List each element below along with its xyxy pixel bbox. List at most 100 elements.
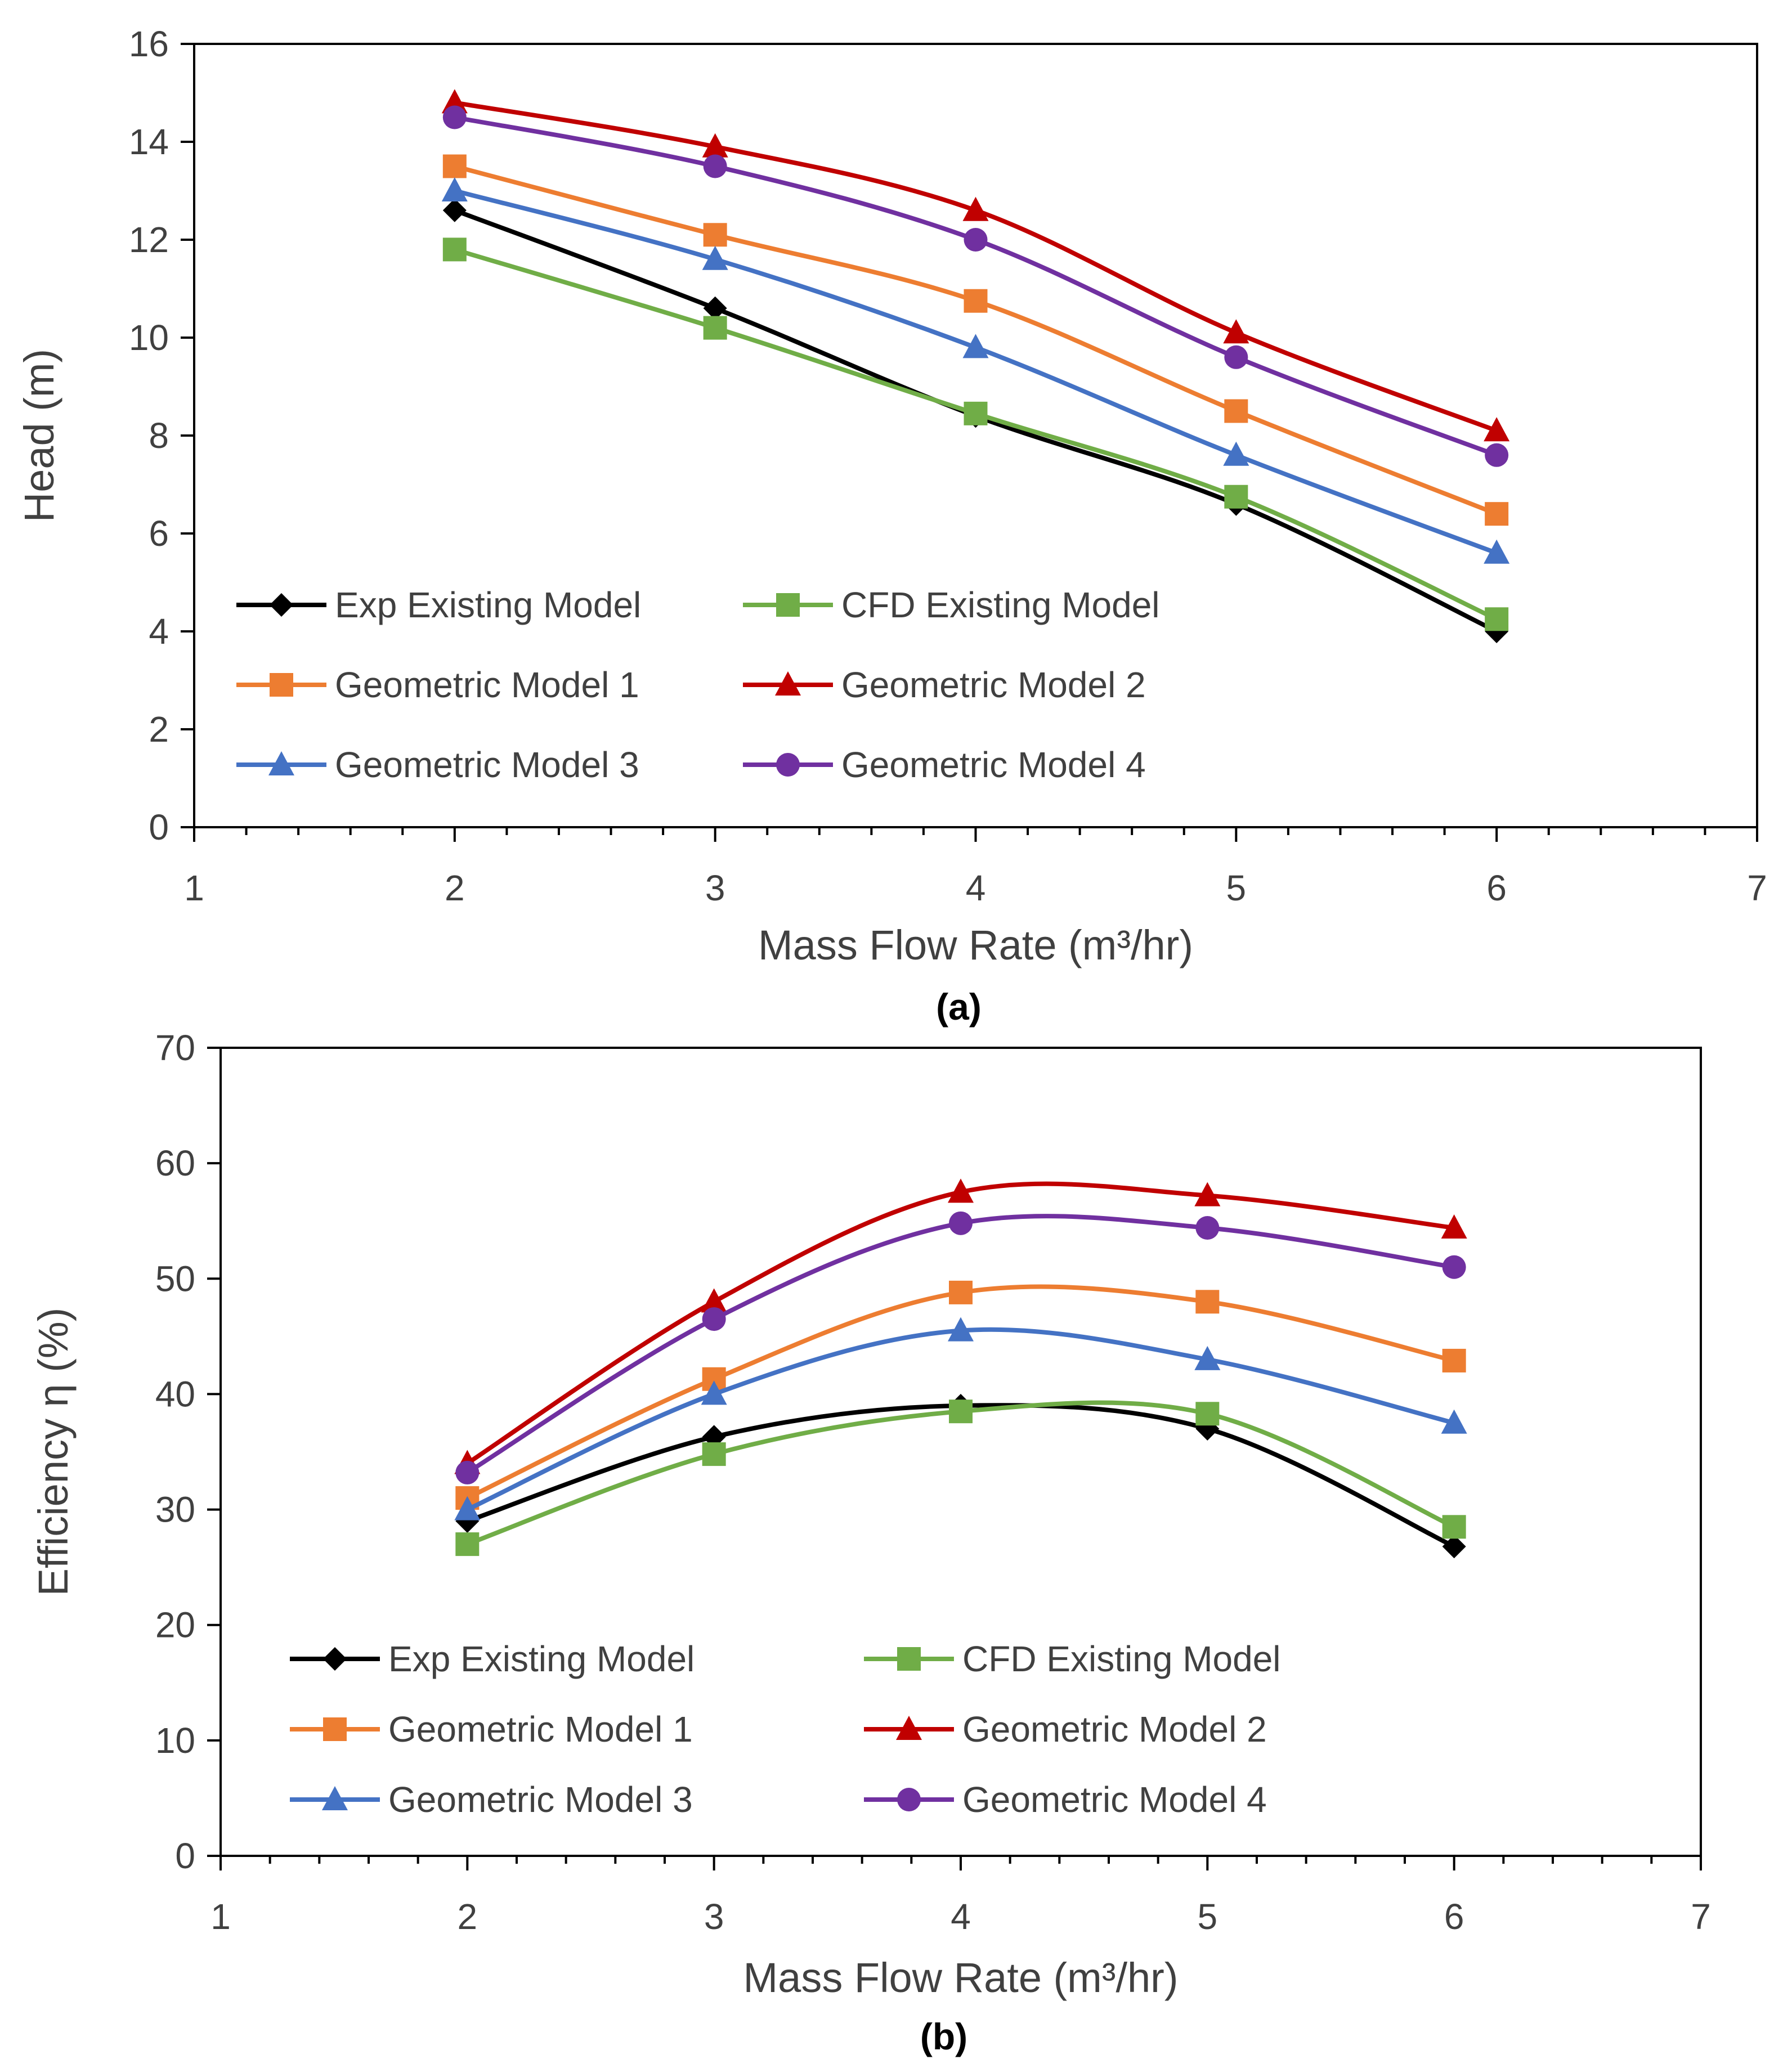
data-point (949, 1399, 973, 1424)
y-tick-label: 10 (129, 317, 169, 358)
legend: Exp Existing Model CFD Existing Model Geom… (236, 585, 1160, 785)
data-point (948, 1178, 974, 1203)
series-geometric-model-2 (441, 89, 1510, 442)
series-geometric-model-3 (454, 1317, 1467, 1520)
x-tick-label: 3 (704, 1896, 724, 1937)
legend-entry: Exp Existing Model (236, 585, 641, 625)
data-point (703, 154, 727, 178)
x-tick-label: 4 (951, 1896, 971, 1937)
panel-label: (b) (920, 2016, 967, 2057)
x-tick-label: 5 (1226, 868, 1247, 908)
legend-label: Geometric Model 3 (335, 744, 639, 785)
x-tick-label: 5 (1198, 1896, 1218, 1937)
data-point (1224, 345, 1248, 369)
x-tick-label: 6 (1486, 868, 1507, 908)
legend: Exp Existing Model CFD Existing Model Geom… (290, 1639, 1281, 1820)
data-point (1223, 441, 1249, 466)
data-point (1485, 607, 1509, 631)
y-tick-label: 50 (155, 1258, 195, 1299)
data-point (1484, 539, 1510, 564)
data-point (1484, 417, 1510, 442)
x-axis-title: Mass Flow Rate (m³/hr) (743, 1954, 1179, 2001)
series-geometric-model-4 (442, 105, 1509, 467)
data-point (1195, 1402, 1220, 1426)
y-tick-label: 30 (155, 1490, 195, 1530)
y-tick-label: 2 (149, 709, 169, 750)
legend-label: Geometric Model 4 (841, 744, 1146, 785)
legend-marker (776, 753, 800, 777)
legend-entry: CFD Existing Model (864, 1639, 1281, 1679)
data-point (1223, 319, 1249, 344)
legend-entry: Geometric Model 4 (864, 1779, 1267, 1820)
legend-label: Geometric Model 1 (335, 665, 639, 705)
data-point (1194, 1182, 1221, 1206)
data-point (948, 1317, 974, 1342)
series-geometric-model-4 (455, 1211, 1466, 1484)
y-tick-label: 40 (155, 1374, 195, 1414)
legend-label: Geometric Model 4 (962, 1779, 1267, 1820)
legend-marker (897, 1647, 921, 1671)
y-tick-label: 6 (149, 513, 169, 554)
data-point (949, 1280, 973, 1304)
x-tick-label: 3 (705, 868, 725, 908)
data-point (441, 89, 468, 114)
legend-entry: Geometric Model 2 (864, 1709, 1267, 1749)
data-point (442, 105, 467, 129)
data-point (1224, 399, 1248, 423)
data-point (455, 1460, 480, 1484)
legend-marker (775, 671, 801, 696)
legend-label: Geometric Model 2 (962, 1709, 1267, 1749)
x-tick-label: 7 (1691, 1896, 1711, 1937)
data-point (1195, 1216, 1220, 1240)
data-point (1441, 1409, 1467, 1434)
data-point (703, 223, 727, 247)
data-point (964, 289, 988, 313)
data-point (442, 154, 467, 178)
legend-marker (322, 1786, 348, 1810)
data-point (1442, 1255, 1466, 1279)
legend-entry: Geometric Model 1 (236, 665, 639, 705)
data-point (702, 245, 728, 270)
data-point (962, 334, 989, 358)
x-tick-label: 1 (210, 1896, 231, 1937)
legend-entry: Geometric Model 2 (743, 665, 1146, 705)
y-tick-label: 0 (149, 807, 169, 847)
legend-label: CFD Existing Model (962, 1639, 1281, 1679)
legend-label: Exp Existing Model (388, 1639, 695, 1679)
data-point (442, 237, 467, 262)
y-tick-label: 4 (149, 611, 169, 652)
data-point (702, 1442, 726, 1466)
panel-label: (a) (936, 986, 982, 1028)
legend-marker (323, 1647, 347, 1671)
legend-label: Exp Existing Model (335, 585, 641, 625)
data-point (703, 296, 727, 320)
data-point (1442, 1515, 1466, 1539)
series-geometric-model-3 (441, 177, 1510, 564)
legend-marker (323, 1717, 347, 1741)
data-point (964, 228, 988, 252)
data-point (701, 1288, 727, 1313)
data-point (701, 1380, 727, 1405)
series-geometric-model-1 (442, 154, 1509, 526)
data-point (949, 1211, 973, 1235)
legend-entry: Geometric Model 3 (290, 1779, 693, 1820)
x-tick-label: 2 (445, 868, 465, 908)
legend-marker (897, 1788, 921, 1811)
x-tick-label: 6 (1444, 1896, 1464, 1937)
data-point (1194, 1345, 1221, 1370)
y-tick-label: 10 (155, 1720, 195, 1761)
y-tick-label: 0 (175, 1836, 195, 1876)
y-tick-label: 70 (155, 1028, 195, 1068)
data-point (1485, 443, 1509, 467)
data-point (964, 401, 988, 425)
data-point (1195, 1290, 1220, 1314)
legend-entry: Exp Existing Model (290, 1639, 695, 1679)
legend-label: Geometric Model 3 (388, 1779, 693, 1820)
legend-label: CFD Existing Model (841, 585, 1160, 625)
data-point (455, 1532, 480, 1556)
data-point (1224, 485, 1248, 509)
legend-marker (268, 751, 294, 775)
x-axis-title: Mass Flow Rate (m³/hr) (758, 922, 1193, 968)
